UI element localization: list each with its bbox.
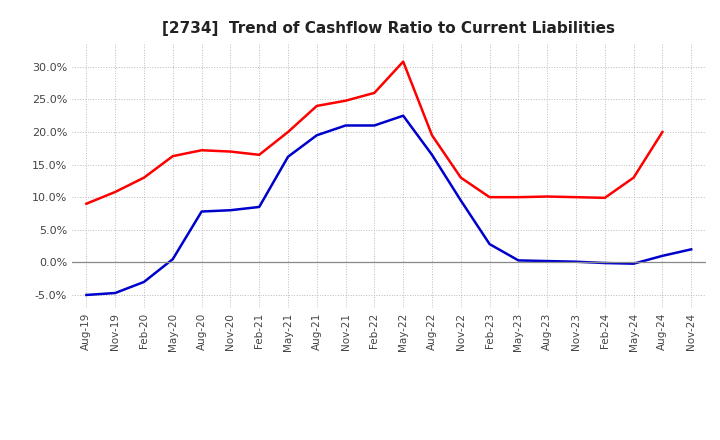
Line: Free CF to Current Liabilities: Free CF to Current Liabilities — [86, 116, 691, 295]
Free CF to Current Liabilities — [399, 113, 408, 118]
Operating CF to Current Liabilities — [543, 194, 552, 199]
Operating CF to Current Liabilities — [284, 129, 292, 135]
Free CF to Current Liabilities — [687, 247, 696, 252]
Operating CF to Current Liabilities — [428, 132, 436, 138]
Operating CF to Current Liabilities — [312, 103, 321, 109]
Operating CF to Current Liabilities — [399, 59, 408, 64]
Operating CF to Current Liabilities — [600, 195, 609, 201]
Free CF to Current Liabilities — [370, 123, 379, 128]
Title: [2734]  Trend of Cashflow Ratio to Current Liabilities: [2734] Trend of Cashflow Ratio to Curren… — [162, 21, 616, 36]
Operating CF to Current Liabilities — [370, 90, 379, 95]
Operating CF to Current Liabilities — [629, 175, 638, 180]
Free CF to Current Liabilities — [428, 152, 436, 158]
Free CF to Current Liabilities — [312, 132, 321, 138]
Line: Operating CF to Current Liabilities: Operating CF to Current Liabilities — [86, 62, 662, 204]
Free CF to Current Liabilities — [197, 209, 206, 214]
Operating CF to Current Liabilities — [341, 98, 350, 103]
Free CF to Current Liabilities — [485, 242, 494, 247]
Free CF to Current Liabilities — [572, 259, 580, 264]
Free CF to Current Liabilities — [111, 290, 120, 296]
Free CF to Current Liabilities — [284, 154, 292, 159]
Operating CF to Current Liabilities — [226, 149, 235, 154]
Operating CF to Current Liabilities — [140, 175, 148, 180]
Free CF to Current Liabilities — [514, 258, 523, 263]
Operating CF to Current Liabilities — [111, 189, 120, 194]
Free CF to Current Liabilities — [456, 198, 465, 203]
Free CF to Current Liabilities — [341, 123, 350, 128]
Free CF to Current Liabilities — [543, 258, 552, 264]
Free CF to Current Liabilities — [629, 261, 638, 266]
Free CF to Current Liabilities — [82, 292, 91, 297]
Free CF to Current Liabilities — [600, 260, 609, 266]
Free CF to Current Liabilities — [140, 279, 148, 285]
Operating CF to Current Liabilities — [485, 194, 494, 200]
Operating CF to Current Liabilities — [82, 201, 91, 206]
Free CF to Current Liabilities — [226, 208, 235, 213]
Operating CF to Current Liabilities — [514, 194, 523, 200]
Free CF to Current Liabilities — [658, 253, 667, 258]
Operating CF to Current Liabilities — [255, 152, 264, 158]
Operating CF to Current Liabilities — [456, 175, 465, 180]
Operating CF to Current Liabilities — [572, 194, 580, 200]
Operating CF to Current Liabilities — [658, 129, 667, 135]
Free CF to Current Liabilities — [255, 204, 264, 209]
Operating CF to Current Liabilities — [168, 154, 177, 159]
Operating CF to Current Liabilities — [197, 147, 206, 153]
Free CF to Current Liabilities — [168, 257, 177, 262]
